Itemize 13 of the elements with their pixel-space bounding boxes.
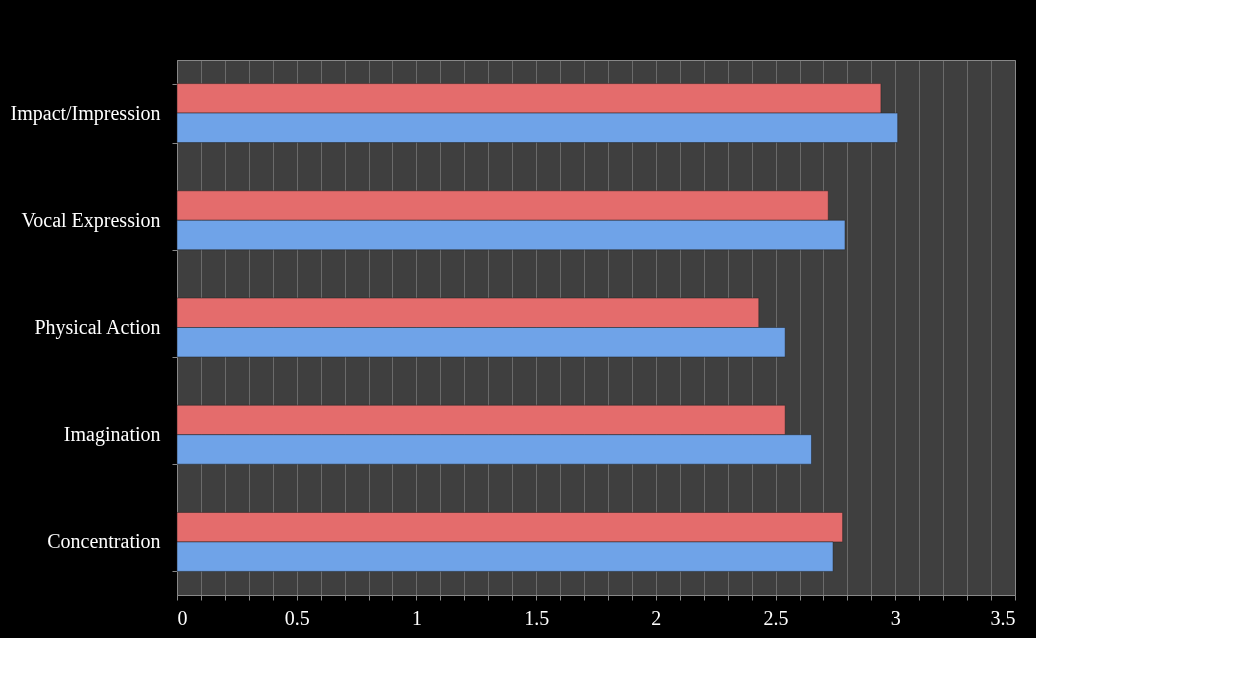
x-tick-label: 2.5 (763, 606, 789, 629)
x-tick-label: 1 (411, 606, 422, 629)
y-tick-label: Concentration (47, 530, 161, 553)
x-tick-label: 3 (890, 606, 901, 629)
x-tick-label: 2 (651, 606, 662, 629)
y-tick-label: Imagination (63, 423, 161, 447)
y-tick-label: Impact/Impression (10, 101, 161, 125)
x-tick-label: 0.5 (284, 606, 310, 629)
y-tick-label: Physical Action (34, 316, 161, 339)
x-tick-label: 3.5 (990, 606, 1016, 629)
x-tick-label: 0 (177, 606, 188, 629)
x-tick-label: 1.5 (524, 606, 550, 629)
y-tick-label: Vocal Expression (21, 208, 161, 232)
